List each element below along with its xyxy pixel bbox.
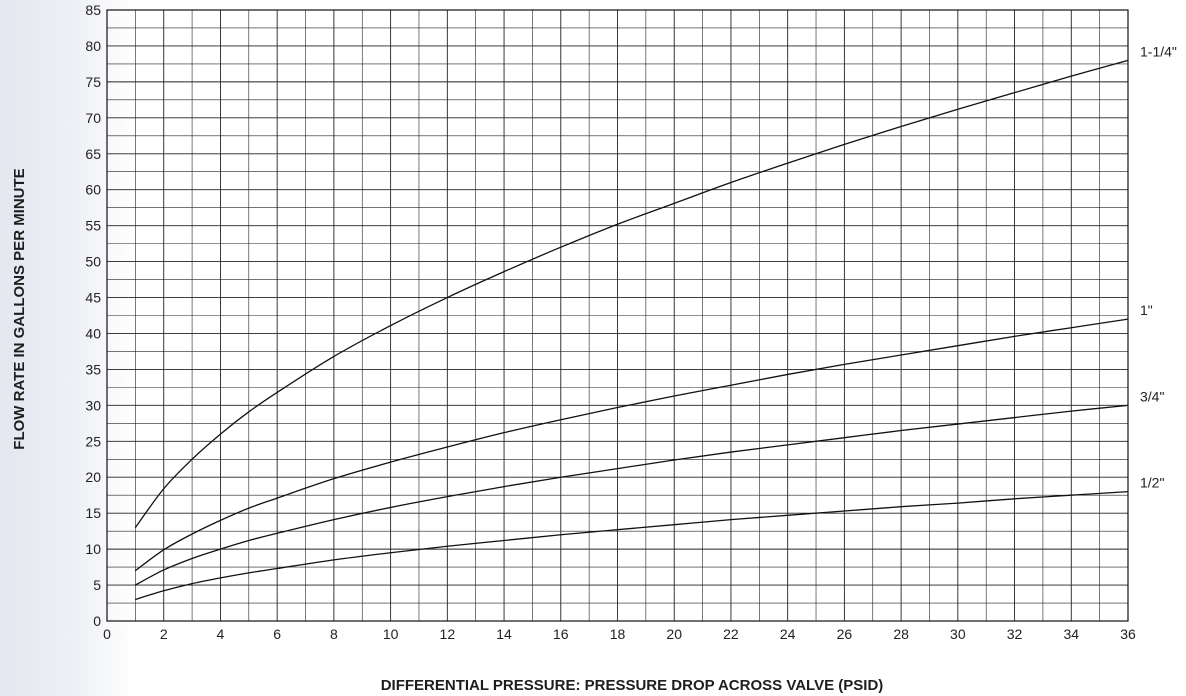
axes xyxy=(106,9,1129,622)
x-tick-label: 20 xyxy=(666,626,682,642)
y-tick-label: 70 xyxy=(85,110,101,126)
x-tick-label: 6 xyxy=(273,626,281,642)
series-line xyxy=(135,490,1129,601)
x-tick-label: 26 xyxy=(837,626,853,642)
y-tick-label: 30 xyxy=(85,397,101,413)
series-line xyxy=(134,59,1129,528)
x-tick-label: 24 xyxy=(780,626,796,642)
x-tick-label: 32 xyxy=(1007,626,1023,642)
series-label: 3/4" xyxy=(1140,388,1164,404)
x-axis-title: DIFFERENTIAL PRESSURE: PRESSURE DROP ACR… xyxy=(381,677,884,694)
y-tick-label: 35 xyxy=(85,361,101,377)
y-tick-label: 50 xyxy=(85,254,101,270)
plot-frame xyxy=(106,9,1129,622)
y-tick-label: 25 xyxy=(85,433,101,449)
y-tick-label: 20 xyxy=(85,469,101,485)
left-gradient-band xyxy=(0,0,135,696)
y-tick-label: 5 xyxy=(93,577,101,593)
y-tick-label: 15 xyxy=(85,505,101,521)
y-tick-labels: 0 5 10 15 20 25 30 35 40 45 50 55 60 65 70 75 80 85 xyxy=(85,2,101,629)
series-label: 1-1/4" xyxy=(1140,43,1177,59)
x-tick-label: 10 xyxy=(383,626,399,642)
y-tick-label: 40 xyxy=(85,325,101,341)
x-tick-label: 36 xyxy=(1120,626,1136,642)
y-axis-title: FLOW RATE IN GALLONS PER MINUTE xyxy=(11,168,28,449)
x-tick-label: 12 xyxy=(440,626,456,642)
x-tick-label: 2 xyxy=(160,626,168,642)
y-tick-label: 75 xyxy=(85,74,101,90)
series-line xyxy=(134,318,1129,572)
y-tick-label: 80 xyxy=(85,38,101,54)
x-tick-label: 4 xyxy=(217,626,225,642)
x-tick-labels: 0 2 4 6 8 10 12 14 16 18 20 22 24 26 28 30 32 34 36 xyxy=(103,626,1136,642)
y-tick-label: 60 xyxy=(85,182,101,198)
x-tick-label: 22 xyxy=(723,626,739,642)
series-lines xyxy=(134,59,1129,601)
series-line xyxy=(135,404,1129,586)
series-label: 1" xyxy=(1140,302,1153,318)
x-tick-label: 8 xyxy=(330,626,338,642)
x-tick-label: 30 xyxy=(950,626,966,642)
x-tick-label: 28 xyxy=(893,626,909,642)
x-tick-label: 16 xyxy=(553,626,569,642)
y-tick-label: 65 xyxy=(85,146,101,162)
x-tick-label: 14 xyxy=(496,626,512,642)
series-label: 1/2" xyxy=(1140,475,1164,491)
y-tick-label: 10 xyxy=(85,541,101,557)
y-tick-label: 45 xyxy=(85,290,101,306)
y-tick-label: 85 xyxy=(85,2,101,18)
series-labels: 1-1/4" 1" 3/4" 1/2" xyxy=(1140,43,1177,490)
x-tick-label: 18 xyxy=(610,626,626,642)
y-tick-label: 0 xyxy=(93,613,101,629)
x-tick-label: 0 xyxy=(103,626,111,642)
x-tick-label: 34 xyxy=(1063,626,1079,642)
y-tick-label: 55 xyxy=(85,218,101,234)
